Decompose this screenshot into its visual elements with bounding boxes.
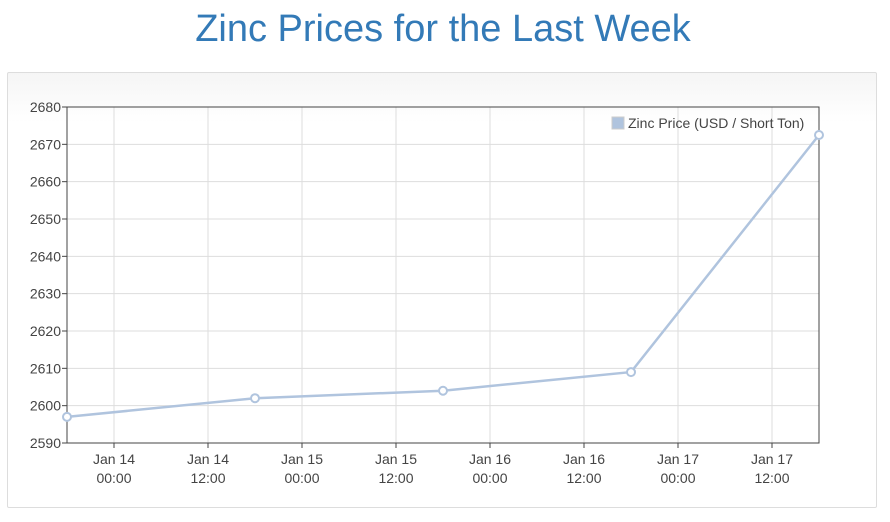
x-tick-label-time: 12:00 [754, 470, 789, 486]
x-tick-label-date: Jan 15 [281, 451, 323, 467]
data-point [250, 393, 260, 404]
y-tick-label: 2610 [30, 360, 61, 376]
y-tick-label: 2640 [30, 248, 61, 264]
x-tick-label-date: Jan 14 [187, 451, 229, 467]
x-tick-label-date: Jan 17 [657, 451, 699, 467]
x-tick-label-time: 12:00 [566, 470, 601, 486]
legend-swatch [611, 116, 625, 130]
y-tick-label: 2620 [30, 323, 61, 339]
x-tick-label-date: Jan 14 [93, 451, 135, 467]
x-tick-label-date: Jan 17 [751, 451, 793, 467]
x-tick-label-date: Jan 15 [375, 451, 417, 467]
y-axis-ticks: 2590 2600 2610 2620 2630 2640 2650 2660 2670 2680 [30, 99, 67, 451]
y-tick-label: 2630 [30, 286, 61, 302]
page-title: Zinc Prices for the Last Week [195, 8, 691, 50]
y-tick-label: 2590 [30, 435, 61, 451]
y-tick-label: 2600 [30, 398, 61, 414]
x-tick-label-time: 00:00 [284, 470, 319, 486]
grid-lines [67, 106, 819, 444]
x-axis-ticks: Jan 14 00:00 Jan 14 12:00 Jan 15 00:00 Jan 15 1… [93, 443, 793, 486]
legend: Zinc Price (USD / Short Ton) [611, 115, 804, 131]
data-point [626, 367, 636, 378]
x-tick-label-time: 12:00 [378, 470, 413, 486]
series-layer [62, 130, 824, 422]
data-point [62, 411, 72, 422]
x-tick-label-time: 00:00 [472, 470, 507, 486]
plot-border [66, 106, 820, 444]
y-tick-label: 2660 [30, 174, 61, 190]
x-tick-label-time: 00:00 [96, 470, 131, 486]
y-tick-label: 2670 [30, 136, 61, 152]
x-tick-label-time: 00:00 [660, 470, 695, 486]
y-tick-label: 2650 [30, 211, 61, 227]
x-tick-label-date: Jan 16 [563, 451, 605, 467]
x-tick-label-date: Jan 16 [469, 451, 511, 467]
y-tick-label: 2680 [30, 99, 61, 115]
legend-label: Zinc Price (USD / Short Ton) [628, 115, 804, 131]
data-point [814, 130, 824, 140]
data-point [438, 385, 448, 396]
series-line [66, 134, 820, 419]
x-tick-label-time: 12:00 [190, 470, 225, 486]
